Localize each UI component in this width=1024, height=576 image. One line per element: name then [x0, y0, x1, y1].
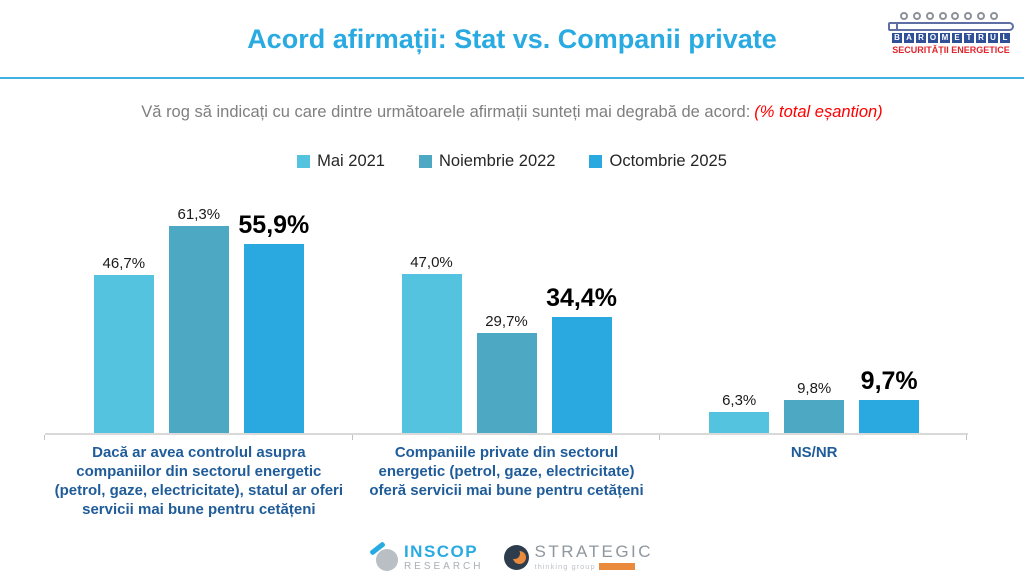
- legend-item: Noiembrie 2022: [419, 152, 555, 171]
- subtitle: Vă rog să indicați cu care dintre următo…: [0, 103, 1024, 122]
- bar: [93, 275, 154, 433]
- legend-swatch-icon: [589, 155, 603, 168]
- inscop-sub: RESEARCH: [403, 560, 484, 572]
- wordmark-letter: M: [940, 33, 950, 43]
- strategic-icon: [503, 544, 529, 570]
- legend-label: Mai 2021: [317, 152, 385, 170]
- bar-value-label: 29,7%: [485, 313, 528, 330]
- bar: [168, 226, 229, 433]
- bar-wrap: 9,7%: [859, 367, 920, 433]
- legend-label: Noiembrie 2022: [439, 152, 556, 170]
- socket-icon: [925, 12, 934, 20]
- legend-swatch-icon: [419, 155, 432, 168]
- chart-legend: Mai 2021 Noiembrie 2022 Octombrie 2025: [0, 152, 1024, 171]
- bar-value-label: 6,3%: [722, 392, 757, 409]
- wordmark-letter: T: [964, 33, 974, 43]
- socket-icon: [989, 12, 998, 20]
- strategic-name: STRATEGIC: [534, 542, 654, 561]
- axis-tick: [659, 435, 660, 440]
- wordmark-letter: R: [916, 33, 926, 43]
- page-title: Acord afirmații: Stat vs. Companii priva…: [247, 24, 777, 54]
- strategic-text: STRATEGIC thinking group: [535, 543, 654, 571]
- wordmark-letter: L: [1000, 33, 1010, 43]
- bar-value-label: 47,0%: [410, 254, 453, 271]
- inscop-name: INSCOP: [403, 541, 479, 561]
- bar-value-label: 34,4%: [546, 284, 617, 312]
- bar-wrap: 34,4%: [546, 284, 617, 433]
- compass-ball-icon: [375, 548, 398, 571]
- bar-value-label: 46,7%: [102, 255, 146, 272]
- subtitle-question: Vă rog să indicați cu care dintre următo…: [141, 103, 751, 121]
- wordmark-letter: B: [892, 33, 902, 43]
- wordmark-letter: R: [976, 33, 986, 43]
- bar: [709, 412, 770, 433]
- subtitle-note: (% total eșantion): [754, 103, 883, 121]
- bar: [401, 274, 462, 433]
- inscop-logo: INSCOP RESEARCH: [369, 540, 484, 572]
- strategic-sub: thinking group: [535, 562, 654, 571]
- bar-wrap: 29,7%: [476, 313, 537, 433]
- strip-bar-icon: [896, 21, 1014, 31]
- legend-item: Mai 2021: [297, 152, 385, 171]
- category-labels: Dacă ar avea controlul asupra companiilo…: [45, 443, 968, 519]
- strategic-sub-label: thinking group: [534, 562, 596, 571]
- strategic-logo: STRATEGIC thinking group: [503, 543, 654, 571]
- axis-tick: [966, 435, 967, 440]
- category-label: Companiile private din sectorul energeti…: [369, 444, 644, 500]
- legend-label: Octombrie 2025: [609, 152, 727, 170]
- bar-wrap: 61,3%: [168, 206, 229, 433]
- inscop-compass-icon: [369, 540, 399, 571]
- bar: [243, 244, 304, 433]
- barometrul-logo-subtitle: SECURITĂȚII ENERGETICE: [892, 45, 1010, 55]
- bar-group: 47,0% 29,7% 34,4%: [353, 190, 661, 433]
- footer: INSCOP RESEARCH STRATEGIC thinking group: [0, 539, 1024, 575]
- wordmark-letter: U: [988, 33, 998, 43]
- socket-icon: [977, 12, 986, 20]
- strategic-badge: [598, 563, 635, 570]
- axis-tick: [352, 435, 353, 440]
- bar-wrap: 47,0%: [401, 254, 462, 433]
- bar: [784, 400, 845, 433]
- wordmark-letter: O: [928, 33, 938, 43]
- bar: [859, 400, 920, 433]
- socket-icon: [951, 12, 960, 20]
- socket-icon: [964, 12, 973, 20]
- power-strip-sockets-icon: [888, 12, 1014, 21]
- legend-item: Octombrie 2025: [589, 152, 727, 171]
- bar-value-label: 9,8%: [797, 380, 832, 397]
- inscop-text: INSCOP RESEARCH: [404, 543, 484, 572]
- bar-wrap: 46,7%: [93, 255, 154, 433]
- power-strip-icon: [888, 21, 1014, 31]
- bar-wrap: 55,9%: [238, 211, 309, 433]
- bar: [551, 317, 612, 433]
- bar-value-label: 9,7%: [860, 367, 918, 395]
- axis-tick: [44, 435, 45, 440]
- wordmark-letter: A: [904, 33, 914, 43]
- bar: [476, 333, 537, 433]
- bar-value-label: 55,9%: [238, 211, 310, 239]
- bar-wrap: 9,8%: [784, 380, 845, 433]
- socket-icon: [938, 12, 947, 20]
- category-label: NS/NR: [790, 444, 838, 461]
- wordmark-letter: E: [952, 33, 962, 43]
- bar-group: 46,7% 61,3% 55,9%: [45, 190, 353, 433]
- plot-area: 46,7% 61,3% 55,9% 47,0% 29,7% 34,4% 6,3% 9,8% 9,…: [44, 190, 968, 440]
- bar-group: 6,3% 9,8% 9,7%: [660, 190, 968, 433]
- legend-swatch-icon: [297, 155, 311, 168]
- socket-icon: [900, 12, 908, 20]
- header-divider: [0, 77, 1024, 79]
- bar-wrap: 6,3%: [709, 392, 770, 433]
- category-label: Dacă ar avea controlul asupra companiilo…: [54, 444, 344, 519]
- bar-value-label: 61,3%: [177, 206, 221, 223]
- socket-icon: [912, 12, 921, 20]
